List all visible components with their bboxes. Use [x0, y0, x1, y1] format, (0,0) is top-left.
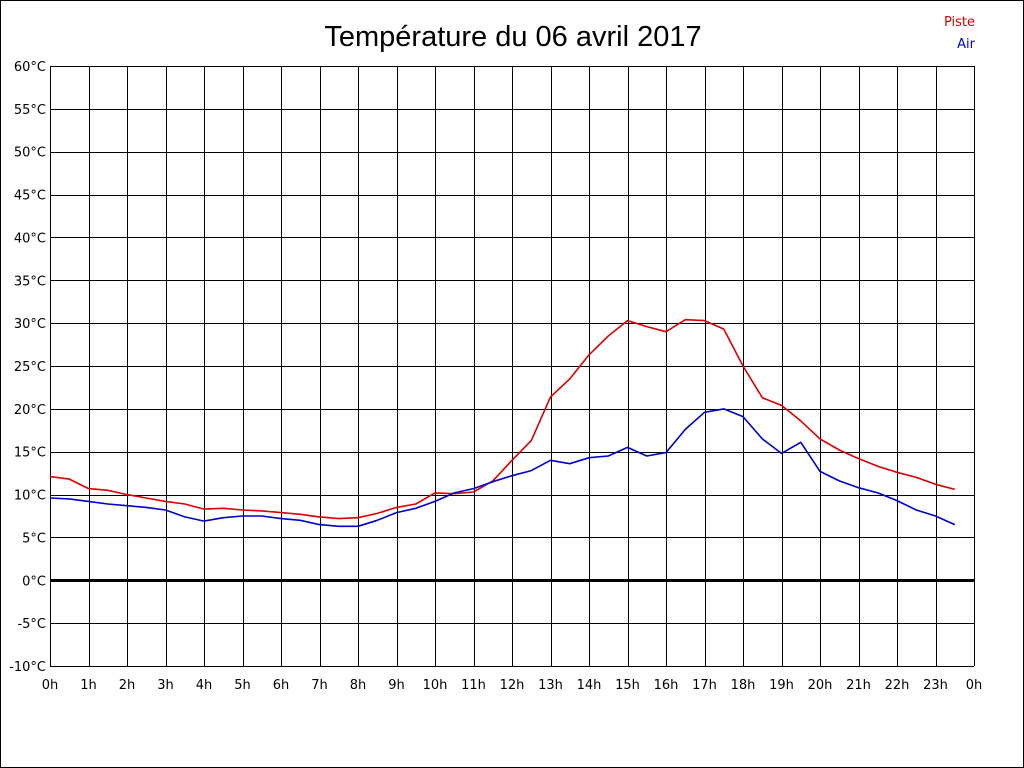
x-tick-label: 16h [654, 678, 679, 693]
x-tick-label: 21h [846, 678, 871, 693]
x-tick-label: 12h [500, 678, 525, 693]
y-tick-label: 50°C [14, 146, 46, 161]
x-tick-label: 7h [311, 678, 328, 693]
series-line-piste [49, 318, 956, 520]
x-tick-label: 11h [461, 678, 486, 693]
x-tick-label: 13h [538, 678, 563, 693]
x-tick-label: 4h [196, 678, 213, 693]
y-tick-label: 25°C [14, 360, 46, 375]
y-tick-label: 20°C [14, 403, 46, 418]
series-lines [49, 318, 956, 528]
x-tick-label: 22h [885, 678, 910, 693]
x-tick-label: 10h [423, 678, 448, 693]
y-tick-label: 10°C [14, 489, 46, 504]
y-tick-label: 0°C [22, 574, 46, 589]
y-tick-label: 15°C [14, 446, 46, 461]
series-line-air [49, 408, 956, 528]
y-tick-label: -10°C [9, 660, 46, 675]
y-tick-label: 40°C [14, 231, 46, 246]
y-tick-label: 5°C [22, 531, 46, 546]
legend: Piste Air [944, 15, 976, 52]
x-tick-label: 17h [692, 678, 717, 693]
x-tick-label: 20h [808, 678, 833, 693]
x-tick-label: 6h [273, 678, 290, 693]
x-tick-label: 15h [615, 678, 640, 693]
x-axis-ticks: 0h 1h 2h 3h 4h 5h 6h 7h 8h 9h 10h 11h 12h 13h 14h 15h 16… [42, 678, 983, 693]
y-tick-label: 35°C [14, 274, 46, 289]
x-tick-label: 23h [923, 678, 948, 693]
y-tick-label: 45°C [14, 189, 46, 204]
x-tick-label: 2h [119, 678, 136, 693]
y-tick-label: 30°C [14, 317, 46, 332]
x-tick-label: 0h [966, 678, 983, 693]
grid [50, 66, 975, 667]
legend-entry-air: Air [957, 37, 976, 52]
x-tick-label: 3h [157, 678, 174, 693]
x-tick-label: 18h [731, 678, 756, 693]
y-tick-label: -5°C [17, 617, 46, 632]
y-tick-label: 55°C [14, 103, 46, 118]
x-tick-label: 0h [42, 678, 59, 693]
x-tick-label: 9h [388, 678, 405, 693]
x-tick-label: 19h [769, 678, 794, 693]
x-tick-label: 1h [80, 678, 97, 693]
y-tick-label: 60°C [14, 60, 46, 75]
y-axis-ticks: 60°C 55°C 50°C 45°C 40°C 35°C 30°C 25°C 20°C 15°C… [9, 60, 46, 675]
legend-entry-piste: Piste [944, 15, 975, 30]
x-tick-label: 8h [350, 678, 367, 693]
x-tick-label: 14h [577, 678, 602, 693]
chart-title: Température du 06 avril 2017 [324, 21, 701, 53]
x-tick-label: 5h [234, 678, 251, 693]
